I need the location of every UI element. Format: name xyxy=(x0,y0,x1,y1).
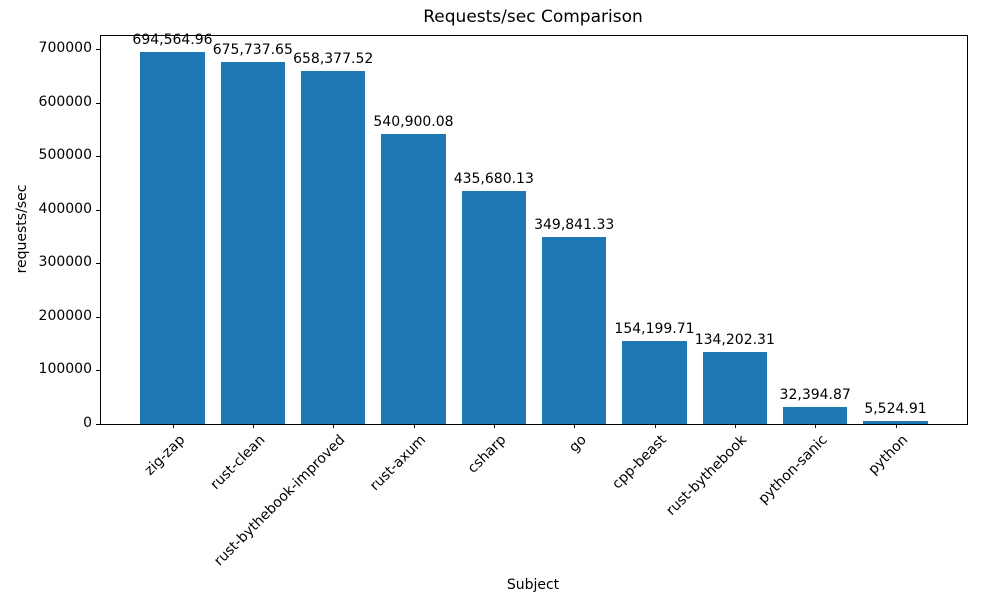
bar-python xyxy=(863,421,928,424)
x-tick-label: zig-zap xyxy=(141,432,188,479)
x-tick-mark xyxy=(654,424,656,428)
bar-value-label: 540,900.08 xyxy=(373,114,454,131)
bar-value-label: 5,524.91 xyxy=(864,401,927,417)
x-tick-mark xyxy=(333,424,335,428)
bar-csharp xyxy=(461,190,526,424)
y-tick-label: 500000 xyxy=(38,147,92,163)
x-tick-mark xyxy=(574,424,576,428)
x-tick-mark xyxy=(815,424,817,428)
bar-rust-bythebook-improved xyxy=(301,71,366,424)
y-tick-mark xyxy=(96,370,100,372)
x-tick-mark xyxy=(493,424,495,428)
bar-go xyxy=(542,236,607,424)
bar-value-label: 694,564.96 xyxy=(132,31,213,48)
bar-value-label: 32,394.87 xyxy=(779,386,851,403)
x-tick-mark xyxy=(252,424,254,428)
y-tick-mark xyxy=(96,48,100,50)
x-tick-label: csharp xyxy=(464,432,510,477)
x-tick-mark xyxy=(734,424,736,428)
bar-value-label: 349,841.33 xyxy=(534,216,615,233)
y-tick-label: 600000 xyxy=(38,93,92,110)
x-tick-label: python-sanic xyxy=(755,432,831,508)
plot-area: 694,564.96 zig-zap 675,737.65 rust-clean 658… xyxy=(39,31,968,569)
bar-python-sanic xyxy=(783,406,848,424)
x-axis-label: Subject xyxy=(506,577,560,593)
y-tick-label: 400000 xyxy=(38,200,92,217)
bar-value-label: 435,680.13 xyxy=(453,170,534,187)
x-tick-mark xyxy=(895,424,897,428)
y-tick-label: 0 xyxy=(83,415,92,431)
x-tick-mark xyxy=(172,424,174,428)
y-tick-mark xyxy=(96,316,100,318)
bar-rust-clean xyxy=(220,61,285,424)
x-tick-label: python xyxy=(864,432,911,478)
bar-value-label: 675,737.65 xyxy=(212,41,293,58)
bar-cpp-beast xyxy=(622,341,687,424)
y-tick-mark xyxy=(96,102,100,104)
bar-value-label: 134,202.31 xyxy=(694,332,775,349)
bar-rust-axum xyxy=(381,134,446,424)
bar-value-label: 658,377.52 xyxy=(293,51,374,68)
y-tick-label: 100000 xyxy=(38,361,92,378)
x-tick-mark xyxy=(413,424,415,428)
chart-title: Requests/sec Comparison xyxy=(423,7,643,27)
y-tick-mark xyxy=(96,263,100,265)
y-tick-label: 700000 xyxy=(38,39,92,56)
y-tick-mark xyxy=(96,209,100,211)
x-tick-label: rust-clean xyxy=(207,432,269,493)
y-tick-mark xyxy=(96,424,100,425)
bar-rust-bythebook xyxy=(702,352,767,424)
x-tick-label: rust-bythebook-improved xyxy=(211,432,349,570)
bar-value-label: 154,199.71 xyxy=(614,321,695,338)
bar-zig-zap xyxy=(140,51,205,424)
x-tick-label: cpp-beast xyxy=(609,432,670,493)
x-tick-label: rust-axum xyxy=(366,432,429,495)
y-tick-label: 200000 xyxy=(38,307,92,324)
y-tick-label: 300000 xyxy=(38,254,92,271)
y-tick-mark xyxy=(96,156,100,157)
x-tick-label: rust-bythebook xyxy=(663,432,751,519)
x-tick-label: go xyxy=(565,432,590,456)
